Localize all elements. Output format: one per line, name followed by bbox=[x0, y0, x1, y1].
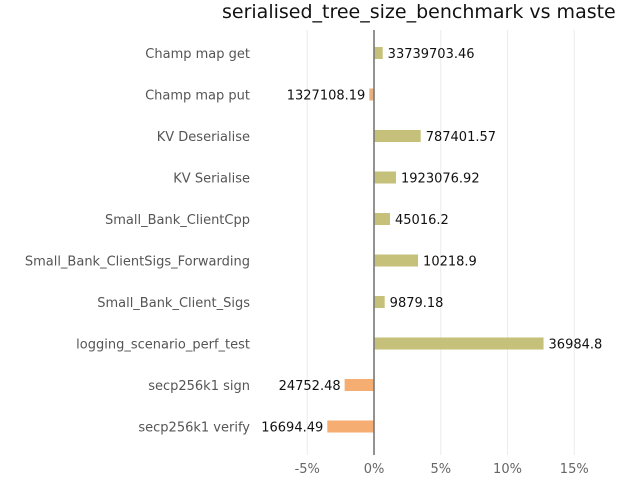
category-label: KV Serialise bbox=[173, 172, 250, 187]
bar bbox=[374, 213, 391, 225]
bar bbox=[369, 88, 374, 101]
x-tick-label: 10% bbox=[493, 462, 522, 477]
data-label: 45016.2 bbox=[395, 213, 449, 228]
data-label: 33739703.46 bbox=[388, 47, 475, 62]
x-tick-label: -5% bbox=[295, 462, 320, 477]
category-label: Small_Bank_ClientSigs_Forwarding bbox=[25, 255, 250, 270]
category-label: Champ map put bbox=[145, 89, 250, 104]
data-label: 1923076.92 bbox=[401, 172, 480, 187]
bar bbox=[374, 337, 544, 350]
category-label: Champ map get bbox=[145, 47, 250, 62]
category-label: logging_scenario_perf_test bbox=[76, 338, 250, 353]
category-label: secp256k1 verify bbox=[138, 421, 250, 436]
category-label: KV Deserialise bbox=[157, 130, 250, 145]
x-tick-label: 0% bbox=[364, 462, 385, 477]
chart-title: serialised_tree_size_benchmark vs maste bbox=[222, 1, 616, 23]
bar bbox=[344, 379, 374, 391]
x-tick-label: 15% bbox=[560, 462, 589, 477]
bar bbox=[374, 47, 383, 59]
bar bbox=[374, 254, 419, 267]
data-label: 16694.49 bbox=[261, 421, 323, 436]
category-label: Small_Bank_Client_Sigs bbox=[97, 296, 250, 311]
data-label: 9879.18 bbox=[390, 296, 444, 311]
data-label: 787401.57 bbox=[426, 130, 496, 145]
category-label: secp256k1 sign bbox=[148, 379, 250, 394]
bar bbox=[374, 296, 385, 308]
data-label: 24752.48 bbox=[279, 379, 341, 394]
data-label: 10218.9 bbox=[423, 255, 477, 270]
bar bbox=[374, 130, 421, 142]
x-tick-label: 5% bbox=[430, 462, 451, 477]
bar bbox=[374, 171, 397, 184]
bar bbox=[327, 420, 374, 433]
data-label: 36984.8 bbox=[549, 338, 603, 353]
data-label: 1327108.19 bbox=[287, 89, 366, 104]
category-label: Small_Bank_ClientCpp bbox=[105, 213, 250, 228]
